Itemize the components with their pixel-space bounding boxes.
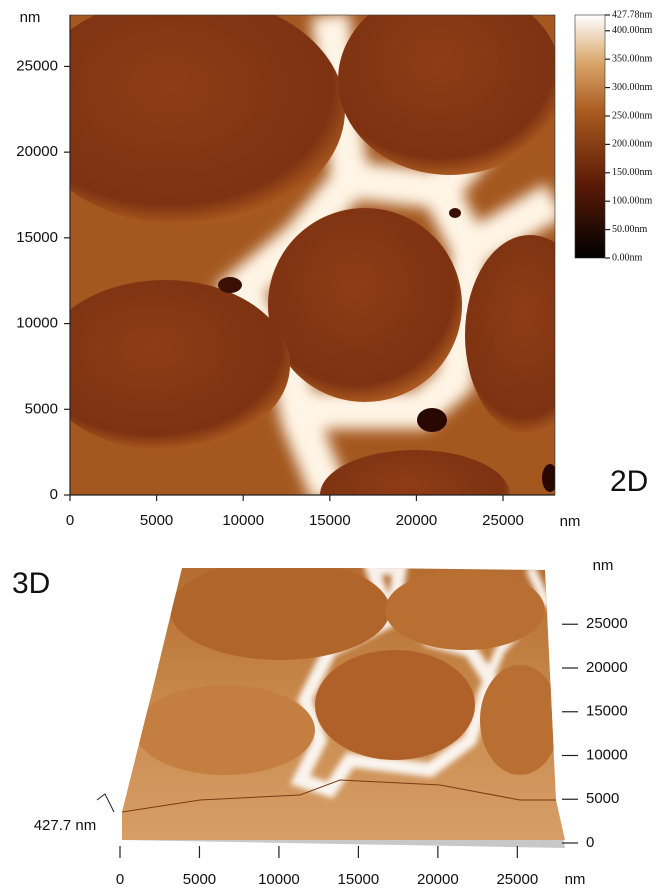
- y-tick-label: 20000: [16, 143, 58, 160]
- x-unit: nm: [565, 871, 586, 888]
- page: {"panel_2d": {"label": "2D", "x_unit": "…: [0, 0, 662, 891]
- panel-label: 3D: [12, 567, 50, 600]
- colorbar-tick-label: 400.00nm: [612, 25, 653, 36]
- x-tick-label: 5000: [140, 512, 173, 529]
- x-tick-label: 15000: [309, 512, 351, 529]
- panel-label: 2D: [610, 465, 648, 498]
- y-tick-label: 25000: [16, 57, 58, 74]
- x-tick-label: 10000: [222, 512, 264, 529]
- y-tick-label: 20000: [586, 659, 628, 676]
- colorbar-tick-label: 100.00nm: [612, 195, 653, 206]
- afm-2d-image: [25, 0, 595, 540]
- x-tick-label: 25000: [496, 871, 538, 888]
- y-tick-label: 5000: [25, 400, 58, 417]
- y-unit: nm: [593, 557, 614, 574]
- colorbar: [575, 15, 605, 258]
- afm-3d-surface: [110, 560, 570, 850]
- colorbar-tick-label: 427.78nm: [612, 9, 653, 20]
- y-tick-label: 0: [586, 834, 594, 851]
- x-tick-label: 10000: [258, 871, 300, 888]
- y-tick-label: 5000: [586, 790, 619, 807]
- y-tick-label: 10000: [586, 746, 628, 763]
- x-tick-label: 25000: [482, 512, 524, 529]
- colorbar-tick-label: 350.00nm: [612, 53, 653, 64]
- y-tick-label: 15000: [586, 703, 628, 720]
- figure: 2D nm nm 427.7 nm 3D nm nm 0 5000 10000 150…: [0, 0, 662, 891]
- y-tick-label: 10000: [16, 315, 58, 332]
- x-tick-label: 0: [116, 871, 124, 888]
- height-marker: [97, 794, 114, 812]
- x-tick-label: 0: [66, 512, 74, 529]
- colorbar-tick-label: 250.00nm: [612, 110, 653, 121]
- colorbar-tick-label: 150.00nm: [612, 167, 653, 178]
- y-tick-label: 25000: [586, 615, 628, 632]
- colorbar-tick-label: 300.00nm: [612, 82, 653, 93]
- y-tick-label: 15000: [16, 229, 58, 246]
- colorbar-tick-label: 0.00nm: [612, 252, 643, 263]
- x-unit: nm: [560, 513, 581, 530]
- y-tick-label: 0: [50, 486, 58, 503]
- height-label: 427.7 nm: [34, 817, 97, 834]
- colorbar-tick-label: 50.00nm: [612, 224, 648, 235]
- x-tick-label: 15000: [338, 871, 380, 888]
- x-tick-label: 20000: [396, 512, 438, 529]
- colorbar-tick-label: 200.00nm: [612, 139, 653, 150]
- x-tick-label: 20000: [417, 871, 459, 888]
- y-unit: nm: [20, 9, 41, 26]
- x-tick-label: 5000: [183, 871, 216, 888]
